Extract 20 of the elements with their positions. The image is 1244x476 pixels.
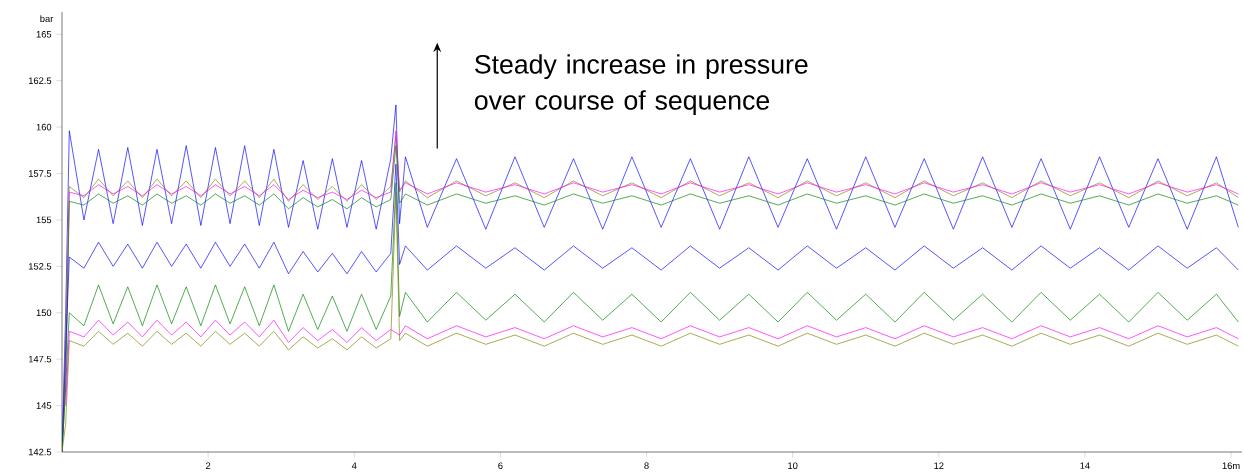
annotation: Steady increase in pressure over course of sequence <box>474 54 808 116</box>
x-tick-label: 4 <box>351 462 357 469</box>
y-tick-label: 160 <box>36 123 52 131</box>
x-tick-label: 8 <box>644 462 649 469</box>
y-tick-label: 162.5 <box>28 77 52 84</box>
x-tick-label: 10 <box>788 462 798 469</box>
y-tick-label: 145 <box>36 402 52 409</box>
x-tick-label: 6 <box>498 462 503 469</box>
y-tick-label: 152.5 <box>28 263 52 270</box>
y-tick-label: 150 <box>36 309 52 317</box>
y-tick-label: 157.5 <box>28 170 52 177</box>
x-tick-label: 2 <box>206 462 211 469</box>
y-tick-label: 155 <box>36 216 52 224</box>
x-tick-label: 14 <box>1080 462 1090 469</box>
y-tick-label: 147.5 <box>28 355 52 363</box>
y-axis-title: bar <box>40 15 54 23</box>
x-tick-label: 16m <box>1222 462 1240 469</box>
x-tick-label: 12 <box>934 462 944 469</box>
y-tick-label: 165 <box>36 30 52 38</box>
y-tick-label: 142.5 <box>28 448 52 456</box>
